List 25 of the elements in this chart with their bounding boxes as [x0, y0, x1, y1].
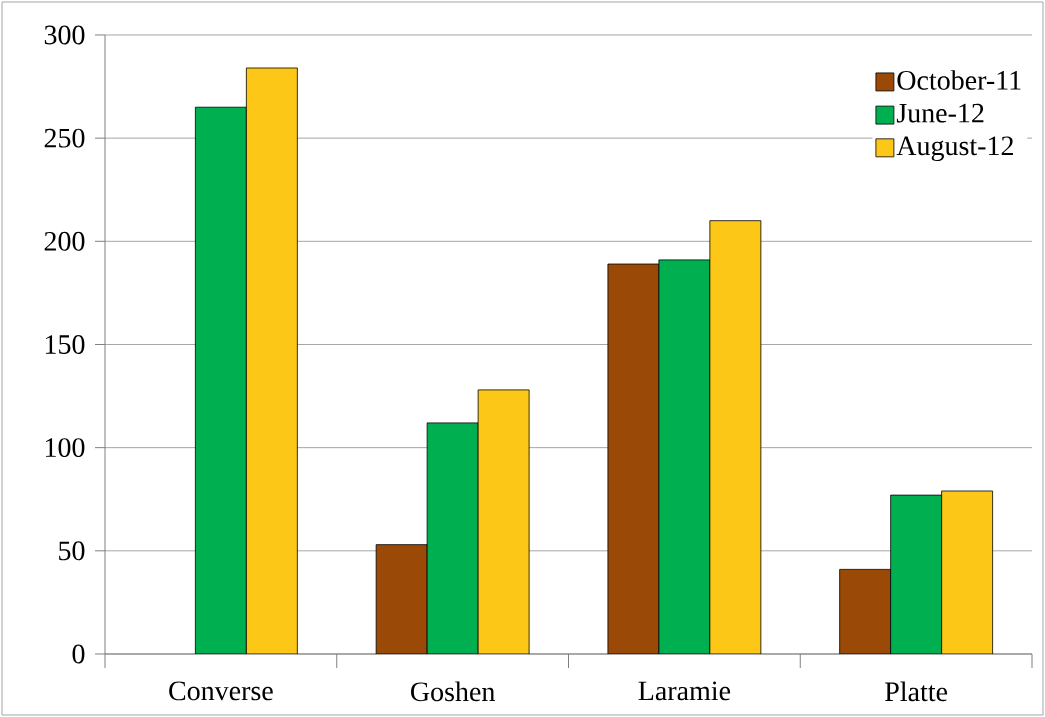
bar	[941, 490, 994, 654]
legend-label: June-12	[896, 103, 984, 123]
bar	[426, 422, 479, 654]
y-tick-label: 250	[44, 128, 85, 148]
legend-label: October-11	[897, 70, 1021, 90]
bar	[658, 259, 711, 654]
legend-label: August-12	[896, 136, 1013, 162]
y-tick-label: 150	[45, 335, 85, 354]
x-tick-label: Laramie	[638, 681, 731, 701]
bar	[607, 263, 660, 654]
y-tick-label: 100	[45, 438, 85, 458]
x-tick-label: Goshen	[411, 681, 495, 702]
y-tick-label: 300	[44, 25, 85, 45]
bar	[477, 389, 530, 654]
bar	[245, 67, 298, 654]
y-tick-label: 200	[44, 231, 85, 251]
bar	[890, 494, 943, 654]
x-tick-label: Platte	[885, 681, 948, 702]
y-tick-label: 50	[59, 541, 85, 561]
y-tick-label: 0	[72, 644, 85, 664]
bar	[375, 544, 428, 654]
bar	[839, 568, 892, 654]
bar	[709, 220, 762, 654]
x-tick-label: Converse	[169, 681, 273, 701]
bar	[194, 106, 247, 654]
